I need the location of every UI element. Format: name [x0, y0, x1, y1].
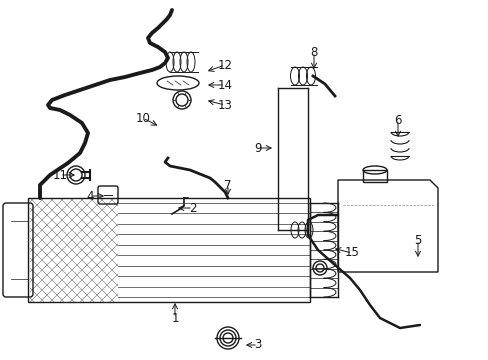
Text: 1: 1 — [171, 311, 179, 324]
Text: 10: 10 — [135, 112, 150, 125]
Text: 7: 7 — [224, 179, 231, 192]
Bar — [362, 170, 386, 182]
Text: 9: 9 — [254, 141, 261, 154]
Text: 4: 4 — [86, 189, 94, 202]
Text: 8: 8 — [310, 45, 317, 59]
Text: 3: 3 — [254, 338, 261, 351]
Text: 12: 12 — [217, 59, 232, 72]
Text: 2: 2 — [189, 202, 196, 215]
Text: 11: 11 — [52, 168, 67, 181]
Text: 5: 5 — [413, 234, 421, 247]
Text: 6: 6 — [393, 113, 401, 126]
Text: 13: 13 — [217, 99, 232, 112]
Text: 14: 14 — [217, 78, 232, 91]
Text: 15: 15 — [344, 247, 359, 260]
